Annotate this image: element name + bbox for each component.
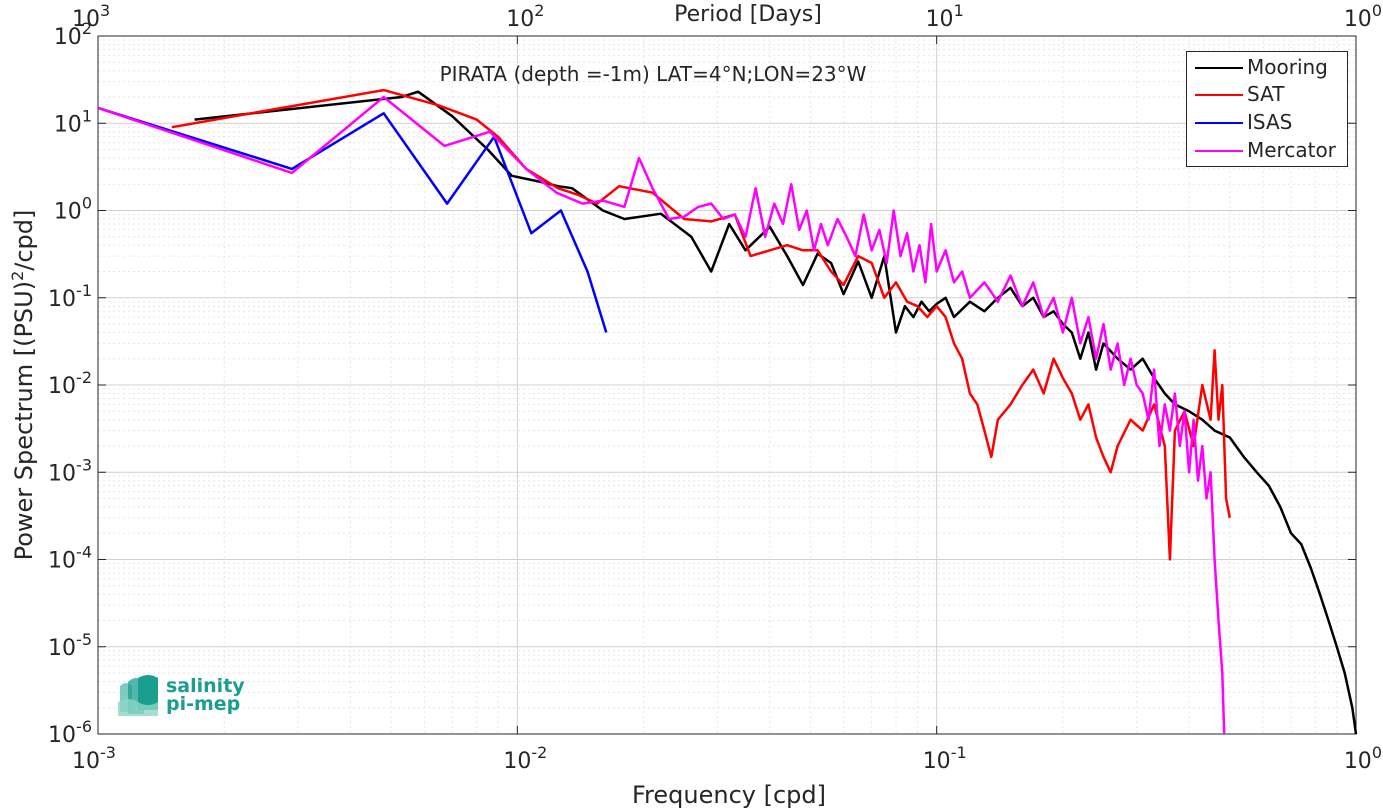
- y-tick-label: 100: [54, 194, 92, 225]
- y-axis-label: Power Spectrum [(PSU)2/cpd]: [8, 210, 38, 561]
- x-axis-label: Frequency [cpd]: [632, 781, 826, 809]
- series-line-isas: [97, 106, 608, 333]
- legend-item-mooring: Mooring: [1187, 55, 1347, 80]
- x-tick-label: 10-2: [503, 743, 547, 774]
- top-tick-label: 103: [72, 1, 110, 32]
- logo-waves-icon: [118, 675, 158, 716]
- top-axis-label: Period [Days]: [674, 2, 822, 27]
- y-tick-label: 10-3: [48, 455, 92, 486]
- top-tick-label: 101: [926, 1, 964, 32]
- chart-title: PIRATA (depth =-1m) LAT=4°N;LON=23°W: [440, 62, 867, 86]
- y-tick-label: 102: [54, 19, 92, 50]
- series-line-mooring: [194, 90, 1358, 735]
- logo-text-pimep: pi-mep: [166, 693, 241, 715]
- legend-item-sat: SAT: [1187, 82, 1347, 107]
- grid: [97, 36, 1356, 735]
- legend-label-sat: SAT: [1247, 82, 1285, 106]
- y-axis-label-main: Power Spectrum [(PSU): [10, 281, 38, 560]
- top-tick-label: 100: [1344, 1, 1382, 32]
- series-line-mercator: [97, 95, 1226, 735]
- y-tick-label: 10-1: [48, 281, 92, 312]
- series-line-sat: [171, 88, 1232, 561]
- y-tick-label: 10-6: [48, 717, 92, 748]
- series-lines: [97, 88, 1358, 735]
- legend-label-isas: ISAS: [1247, 110, 1293, 134]
- x-tick-label: 10-1: [923, 743, 967, 774]
- x-tick-label: 10-3: [72, 743, 116, 774]
- legend-swatch-mercator: [1195, 150, 1243, 152]
- legend: Mooring SAT ISAS Mercator: [1186, 51, 1348, 167]
- y-axis-label-sup: 2: [8, 271, 27, 281]
- legend-label-mooring: Mooring: [1247, 55, 1328, 79]
- legend-label-mercator: Mercator: [1247, 138, 1336, 162]
- legend-item-isas: ISAS: [1187, 110, 1347, 135]
- legend-item-mercator: Mercator: [1187, 138, 1347, 163]
- y-axis-label-tail: /cpd]: [10, 210, 38, 271]
- logo-text-salinity: salinity: [166, 675, 245, 697]
- salinity-pimep-logo: salinity pi-mep: [116, 672, 256, 720]
- y-tick-label: 10-5: [48, 630, 92, 661]
- legend-swatch-mooring: [1195, 67, 1243, 69]
- legend-swatch-isas: [1195, 122, 1243, 124]
- top-tick-label: 102: [506, 1, 544, 32]
- y-tick-label: 10-2: [48, 368, 92, 399]
- legend-swatch-sat: [1195, 94, 1243, 96]
- y-tick-label: 10-4: [48, 543, 92, 574]
- x-tick-label: 100: [1344, 743, 1382, 774]
- y-tick-label: 101: [54, 106, 92, 137]
